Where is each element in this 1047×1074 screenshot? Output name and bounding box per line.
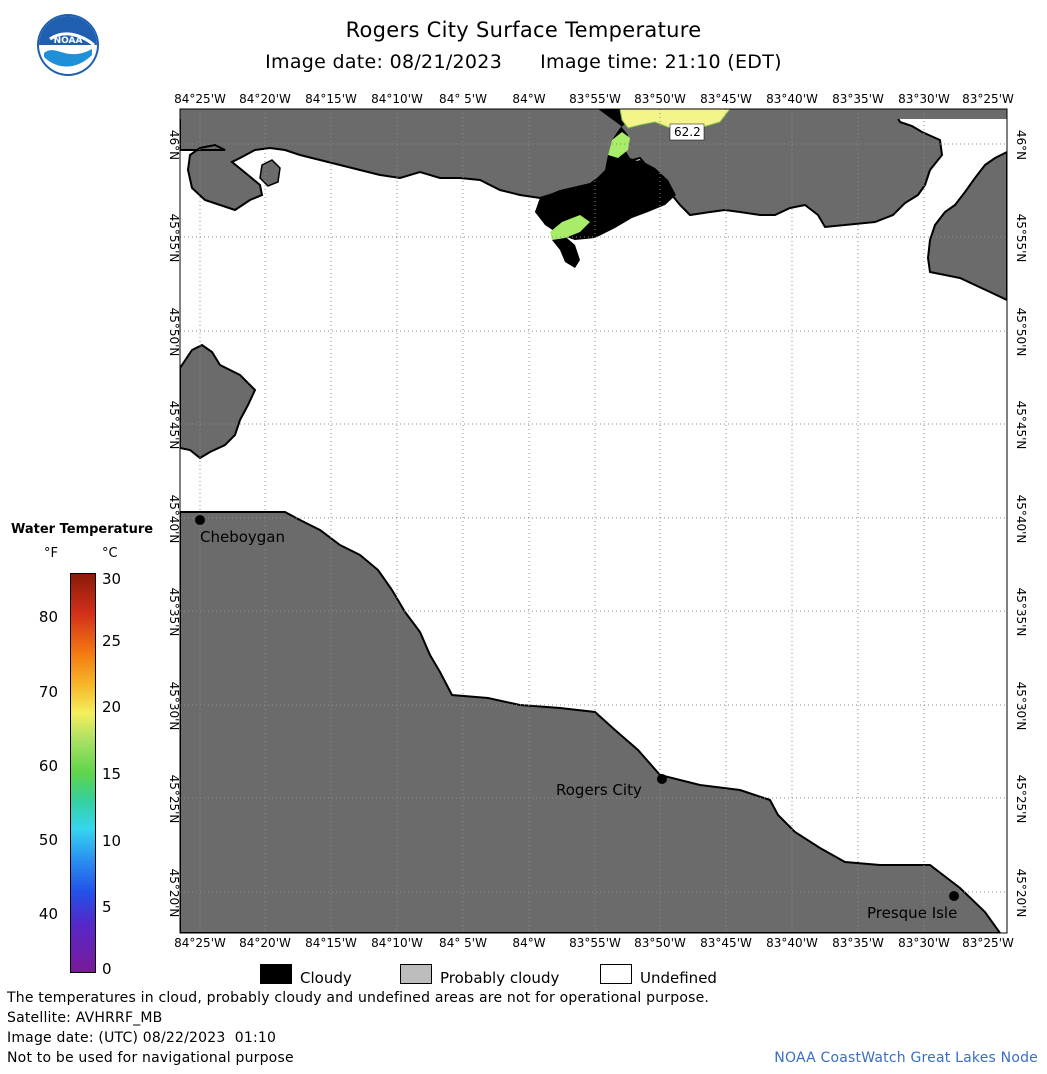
lat-label-right: 45°45'N (1014, 400, 1028, 450)
lon-label-top: 83°40'W (766, 92, 818, 106)
lon-label-bottom: 84°25'W (174, 936, 226, 950)
legend-f-tick: 40 (38, 905, 58, 923)
lat-label-right: 45°20'N (1014, 868, 1028, 918)
key-undefined-label: Undefined (640, 969, 717, 987)
lon-label-bottom: 83°40'W (766, 936, 818, 950)
lat-label-left: 45°40'N (167, 494, 181, 544)
lon-label-bottom: 84°15'W (305, 936, 357, 950)
temp-callout: 62.2 (674, 125, 701, 139)
lat-label-right: 46°N (1014, 129, 1028, 161)
lat-label-left: 45°55'N (167, 213, 181, 263)
south-mainland (180, 511, 1002, 933)
cool-water-patch-south (550, 215, 590, 240)
footer-satellite: Satellite: AVHRRF_MB (7, 1010, 163, 1026)
legend-unit-c: °C (102, 546, 118, 561)
noaa-logo: NOAA (37, 14, 99, 76)
lon-label-bottom: 84°20'W (239, 936, 291, 950)
rogers-city-marker (657, 774, 667, 784)
lon-label-bottom: 83°25'W (962, 936, 1014, 950)
legend-f-tick: 80 (38, 608, 58, 626)
lon-label-top: 83°45'W (700, 92, 752, 106)
lat-label-left: 46°N (167, 129, 181, 161)
lon-label-top: 83°35'W (832, 92, 884, 106)
legend-c-tick: 5 (102, 898, 112, 916)
legend-unit-f: °F (44, 546, 58, 561)
city-label-cheboygan: Cheboygan (200, 528, 286, 546)
lat-label-left: 45°50'N (167, 307, 181, 357)
lon-label-top: 84°20'W (239, 92, 291, 106)
lon-label-top: 84°W (512, 92, 546, 106)
presque-isle-marker (949, 891, 959, 901)
lat-label-left: 45°45'N (167, 400, 181, 450)
legend-c-tick: 15 (102, 765, 122, 783)
west-land (180, 343, 257, 460)
lat-label-left: 45°20'N (167, 868, 181, 918)
legend-c-tick: 0 (102, 960, 112, 978)
lon-label-top: 84° 5'W (439, 92, 487, 106)
lat-label-right: 45°50'N (1014, 307, 1028, 357)
footer-disclaimer: The temperatures in cloud, probably clou… (7, 990, 710, 1006)
map-frame (179, 108, 1008, 934)
lon-label-top: 83°30'W (898, 92, 950, 106)
image-date-label: Image date: (265, 51, 384, 73)
map-title: Rogers City Surface Temperature (345, 18, 702, 42)
footer-credit: NOAA CoastWatch Great Lakes Node (774, 1050, 1038, 1066)
legend-c-tick: 30 (102, 570, 122, 588)
lat-label-right: 45°30'N (1014, 681, 1028, 731)
legend-title: Water Temperature (11, 522, 154, 537)
lon-label-top: 83°25'W (962, 92, 1014, 106)
lon-label-bottom: 84° 5'W (439, 936, 487, 950)
lat-label-right: 45°40'N (1014, 494, 1028, 544)
svg-text:NOAA: NOAA (54, 36, 83, 46)
legend-f-tick: 70 (38, 683, 58, 701)
lat-label-left: 45°30'N (167, 681, 181, 731)
east-land (926, 150, 1007, 302)
legend-c-tick: 10 (102, 832, 122, 850)
lon-label-top: 84°25'W (174, 92, 226, 106)
lon-label-bottom: 84°10'W (371, 936, 423, 950)
lon-label-bottom: 83°30'W (898, 936, 950, 950)
key-cloudy-label: Cloudy (300, 969, 352, 987)
image-date-value: 08/21/2023 (389, 51, 503, 73)
lat-label-left: 45°35'N (167, 587, 181, 637)
key-cloudy-swatch (260, 964, 292, 984)
footer-image-date: Image date: (UTC) 08/22/2023 01:10 (7, 1030, 277, 1046)
legend-f-tick: 50 (38, 831, 58, 849)
lon-label-bottom: 83°45'W (700, 936, 752, 950)
lat-label-right: 45°35'N (1014, 587, 1028, 637)
lon-label-bottom: 84°W (512, 936, 546, 950)
key-probably-cloudy-label: Probably cloudy (440, 969, 560, 987)
city-label-presque-isle: Presque Isle (867, 904, 958, 922)
temp-callout-box (669, 123, 705, 141)
image-time-value: 21:10 (EDT) (664, 51, 782, 73)
cool-water-patch-north (608, 132, 630, 158)
lon-label-top: 83°50'W (634, 92, 686, 106)
lon-label-bottom: 83°55'W (569, 936, 621, 950)
image-datetime: Image date: 08/21/2023 Image time: 21:10… (0, 51, 1047, 73)
lat-label-left: 45°25'N (167, 774, 181, 824)
key-probably-cloudy-swatch (400, 964, 432, 984)
lat-label-right: 45°55'N (1014, 213, 1028, 263)
lon-label-bottom: 83°35'W (832, 936, 884, 950)
lon-label-bottom: 83°50'W (634, 936, 686, 950)
cheboygan-marker (195, 515, 205, 525)
legend-c-tick: 20 (102, 698, 122, 716)
key-undefined-swatch (600, 964, 632, 984)
small-island (259, 159, 281, 187)
lon-label-top: 84°15'W (305, 92, 357, 106)
color-scale-bar (70, 573, 96, 973)
footer-nav-warning: Not to be used for navigational purpose (7, 1050, 294, 1066)
city-label-rogers-city: Rogers City (556, 781, 642, 799)
lon-label-top: 84°10'W (371, 92, 423, 106)
lon-label-top: 83°55'W (569, 92, 621, 106)
legend-f-tick: 60 (38, 757, 58, 775)
lat-label-right: 45°25'N (1014, 774, 1028, 824)
legend-c-tick: 25 (102, 632, 122, 650)
image-time-label: Image time: (540, 51, 659, 73)
